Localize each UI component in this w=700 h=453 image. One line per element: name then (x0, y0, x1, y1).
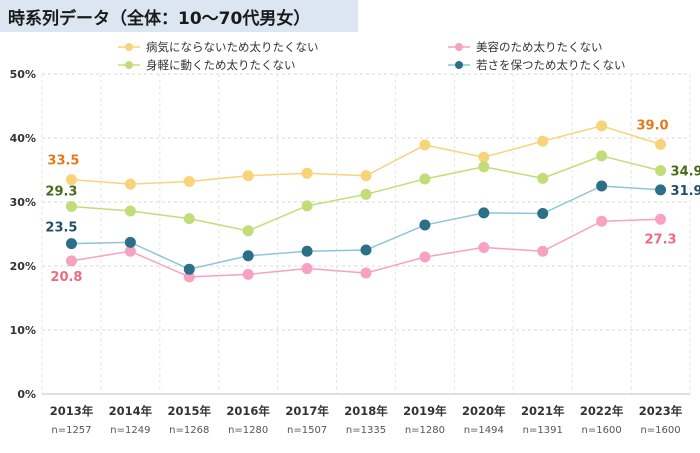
x-tick-label: 2019年 (403, 404, 447, 418)
data-point (183, 271, 195, 283)
data-point (596, 180, 608, 192)
x-sample-size: n=1257 (51, 425, 91, 436)
data-label: 33.5 (47, 154, 79, 169)
data-point (65, 200, 77, 212)
title-banner: 時系列データ（全体：10～70代男女） (0, 0, 358, 32)
data-label: 31.9 (671, 184, 700, 199)
data-point (124, 178, 136, 190)
data-point (360, 267, 372, 279)
data-label: 39.0 (637, 118, 669, 133)
x-sample-size: n=1280 (405, 425, 445, 436)
x-tick-label: 2015年 (168, 404, 212, 418)
x-tick-label: 2016年 (226, 404, 270, 418)
data-point (65, 238, 77, 250)
data-point (242, 268, 254, 280)
data-point (478, 241, 490, 253)
data-point (242, 170, 254, 182)
x-sample-size: n=1600 (640, 425, 680, 436)
data-point (596, 120, 608, 132)
legend-entry: 身軽に動くため太りたくない (146, 58, 296, 72)
data-point (537, 245, 549, 257)
data-point (301, 245, 313, 257)
data-point (183, 213, 195, 225)
data-label: 20.8 (50, 270, 82, 285)
y-tick-label: 40% (10, 132, 36, 145)
x-tick-label: 2022年 (580, 404, 624, 418)
data-label: 34.9 (671, 165, 700, 180)
data-point (537, 135, 549, 147)
x-tick-label: 2020年 (462, 404, 506, 418)
data-point (655, 138, 667, 150)
legend-marker (125, 43, 133, 51)
x-tick-label: 2018年 (344, 404, 388, 418)
chart-title: 時系列データ（全体：10～70代男女） (8, 9, 311, 29)
x-sample-size: n=1600 (582, 425, 622, 436)
y-tick-label: 30% (10, 196, 36, 209)
data-label: 27.3 (645, 232, 677, 247)
data-point (655, 184, 667, 196)
data-point (537, 172, 549, 184)
x-sample-size: n=1280 (228, 425, 268, 436)
data-point (242, 250, 254, 262)
x-sample-size: n=1335 (346, 425, 386, 436)
x-tick-label: 2013年 (50, 404, 94, 418)
data-point (596, 150, 608, 162)
x-tick-label: 2014年 (109, 404, 153, 418)
data-point (360, 170, 372, 182)
x-tick-label: 2017年 (285, 404, 329, 418)
data-point (478, 151, 490, 163)
data-point (65, 174, 77, 186)
x-sample-size: n=1507 (287, 425, 327, 436)
data-point (65, 255, 77, 267)
legend-entry: 病気にならないため太りたくない (146, 40, 319, 54)
x-sample-size: n=1391 (523, 425, 563, 436)
legend-marker (455, 61, 463, 69)
data-point (124, 236, 136, 248)
data-point (419, 139, 431, 151)
data-point (360, 244, 372, 256)
data-point (124, 205, 136, 217)
data-point (419, 173, 431, 185)
x-tick-label: 2021年 (521, 404, 565, 418)
legend-marker (125, 61, 133, 69)
data-point (360, 188, 372, 200)
data-point (301, 263, 313, 275)
y-tick-label: 50% (10, 68, 36, 81)
x-sample-size: n=1494 (464, 425, 504, 436)
x-sample-size: n=1268 (169, 425, 209, 436)
x-sample-size: n=1249 (110, 425, 150, 436)
legend-entry: 若さを保つため太りたくない (476, 58, 626, 72)
data-point (419, 251, 431, 263)
data-point (301, 167, 313, 179)
x-tick-label: 2023年 (639, 404, 683, 418)
data-point (478, 207, 490, 219)
data-point (419, 219, 431, 231)
data-point (537, 208, 549, 220)
data-point (242, 225, 254, 237)
y-tick-label: 0% (17, 388, 36, 401)
data-point (301, 200, 313, 212)
data-point (183, 263, 195, 275)
data-point (124, 245, 136, 257)
data-point (655, 165, 667, 177)
data-point (183, 176, 195, 188)
data-label: 23.5 (45, 221, 77, 236)
legend-marker (455, 43, 463, 51)
data-point (596, 215, 608, 227)
y-tick-label: 20% (10, 260, 36, 273)
data-point (655, 213, 667, 225)
legend-entry: 美容のため太りたくない (476, 40, 603, 54)
y-tick-label: 10% (10, 324, 36, 337)
data-label: 29.3 (45, 184, 77, 199)
data-point (478, 161, 490, 173)
